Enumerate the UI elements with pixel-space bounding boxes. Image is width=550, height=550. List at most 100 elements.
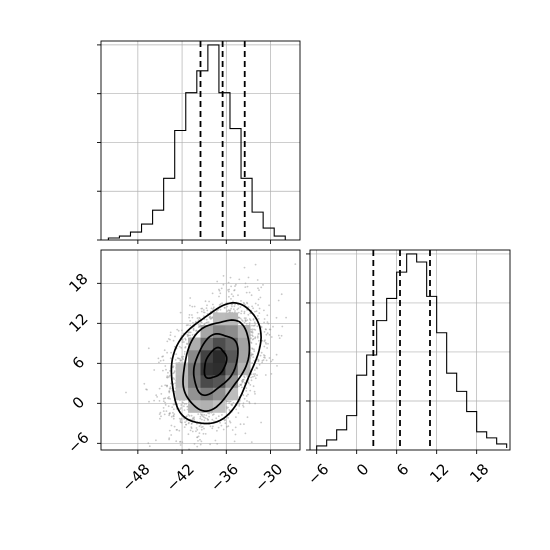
joint-content bbox=[101, 250, 300, 450]
sample-point bbox=[247, 313, 250, 316]
sample-point bbox=[256, 367, 259, 370]
sample-point bbox=[212, 425, 214, 428]
sample-point bbox=[193, 305, 196, 308]
sample-point bbox=[239, 317, 242, 320]
sample-point bbox=[231, 429, 234, 431]
sample-point bbox=[220, 287, 223, 290]
sample-point bbox=[264, 339, 266, 342]
sample-point bbox=[242, 380, 244, 383]
sample-point bbox=[212, 413, 215, 416]
sample-point bbox=[270, 373, 273, 375]
sample-point bbox=[196, 428, 199, 431]
sample-point bbox=[213, 420, 215, 423]
sample-point bbox=[250, 342, 253, 344]
sample-point bbox=[262, 359, 265, 361]
sample-point bbox=[253, 321, 256, 324]
sample-point bbox=[203, 416, 205, 419]
sample-point bbox=[240, 312, 243, 315]
sample-point bbox=[222, 283, 225, 286]
sample-point bbox=[260, 286, 263, 289]
density-cell bbox=[175, 362, 189, 376]
sample-point bbox=[237, 294, 239, 297]
sample-point bbox=[179, 444, 182, 446]
density-cell bbox=[237, 337, 251, 351]
histogram-frame bbox=[309, 249, 511, 451]
sample-point bbox=[218, 304, 221, 306]
sample-point bbox=[243, 375, 246, 378]
sample-point bbox=[254, 336, 257, 339]
sample-point bbox=[159, 417, 161, 420]
sample-point bbox=[216, 429, 218, 432]
sample-point bbox=[238, 403, 241, 405]
sample-point bbox=[251, 305, 254, 308]
sample-point bbox=[183, 350, 186, 353]
sample-point bbox=[189, 297, 192, 299]
sample-point bbox=[238, 385, 240, 388]
sample-point bbox=[213, 306, 215, 309]
sample-point bbox=[258, 339, 260, 342]
sample-point bbox=[169, 412, 171, 414]
sample-point bbox=[234, 285, 236, 287]
sample-point bbox=[162, 355, 165, 358]
sample-point bbox=[260, 351, 263, 354]
sample-point bbox=[169, 370, 171, 372]
sample-point bbox=[253, 350, 256, 353]
sample-point bbox=[215, 417, 218, 420]
sample-point bbox=[169, 357, 172, 360]
density-cell bbox=[225, 312, 239, 326]
sample-point bbox=[193, 443, 196, 445]
sample-point bbox=[167, 371, 169, 374]
density-cell bbox=[200, 337, 214, 351]
sample-point bbox=[196, 445, 199, 448]
sample-point bbox=[242, 402, 245, 405]
sample-point bbox=[256, 374, 258, 376]
sample-point bbox=[148, 445, 151, 448]
sample-point bbox=[266, 321, 269, 323]
sample-point bbox=[172, 411, 174, 414]
sample-point bbox=[207, 321, 210, 323]
sample-point bbox=[170, 424, 173, 427]
sample-point bbox=[203, 413, 206, 416]
sample-point bbox=[246, 285, 249, 288]
sample-point bbox=[230, 285, 233, 288]
sample-point bbox=[251, 324, 253, 327]
sample-point bbox=[173, 370, 176, 373]
sample-point bbox=[188, 316, 191, 319]
sample-point bbox=[199, 417, 202, 420]
sample-point bbox=[216, 280, 219, 283]
sample-point bbox=[179, 441, 181, 443]
density-cell bbox=[175, 387, 189, 401]
sample-point bbox=[182, 355, 185, 358]
sample-point bbox=[258, 363, 261, 366]
sample-point bbox=[264, 328, 267, 331]
sample-point bbox=[147, 347, 150, 350]
sample-point bbox=[183, 409, 186, 411]
sample-point bbox=[167, 405, 170, 408]
sample-point bbox=[233, 305, 236, 308]
sample-point bbox=[252, 373, 255, 375]
sample-point bbox=[259, 354, 262, 357]
sample-point bbox=[237, 311, 240, 314]
sample-point bbox=[196, 436, 199, 439]
sample-point bbox=[260, 421, 262, 424]
sample-point bbox=[253, 348, 255, 351]
sample-point bbox=[249, 319, 252, 322]
sample-point bbox=[196, 317, 199, 319]
sample-point bbox=[176, 357, 179, 359]
sample-point bbox=[178, 357, 181, 360]
sample-point bbox=[239, 423, 242, 426]
sample-point bbox=[155, 394, 158, 397]
sample-point bbox=[211, 418, 214, 421]
sample-point bbox=[233, 440, 236, 443]
sample-point bbox=[173, 403, 176, 406]
sample-point bbox=[252, 338, 255, 340]
sample-point bbox=[280, 293, 283, 296]
sample-point bbox=[217, 426, 220, 429]
sample-point bbox=[178, 345, 181, 348]
sample-point bbox=[235, 283, 237, 286]
sample-point bbox=[232, 295, 235, 298]
sample-point bbox=[251, 347, 254, 350]
sample-point bbox=[172, 372, 175, 375]
sample-point bbox=[201, 425, 204, 428]
